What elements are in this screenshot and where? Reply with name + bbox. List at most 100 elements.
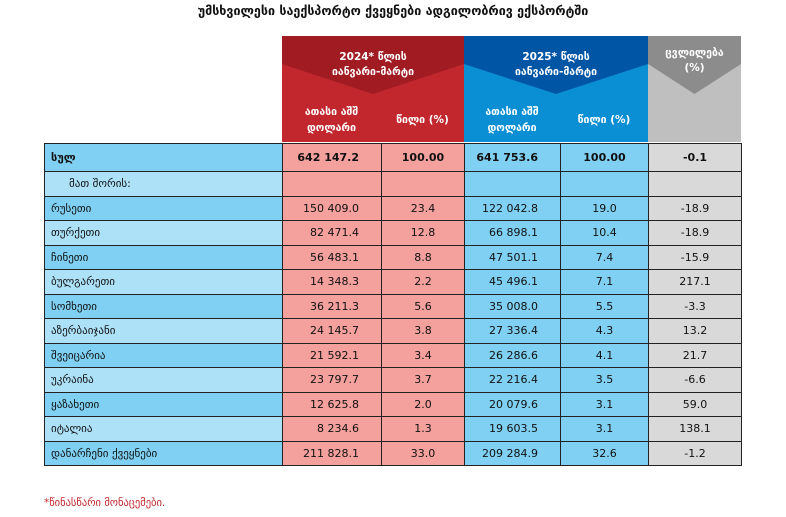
share-2024: 33.0	[381, 440, 465, 466]
value-2024: 82 471.4	[282, 220, 382, 246]
value-2025: 641 753.6	[464, 143, 561, 172]
share-2024: 2.2	[381, 269, 465, 295]
value-2024: 150 409.0	[282, 195, 382, 221]
change-percent: -6.6	[648, 367, 742, 393]
change-percent: -0.1	[648, 143, 742, 172]
export-table: სულ 642 147.2 100.00 641 753.6 100.00 -0…	[44, 143, 742, 466]
value-2024: 24 145.7	[282, 318, 382, 344]
value-2024: 211 828.1	[282, 440, 382, 466]
change-percent: -18.9	[648, 220, 742, 246]
value-2025: 35 008.0	[464, 293, 561, 319]
value-2024: 21 592.1	[282, 342, 382, 368]
share-2025: 4.1	[560, 342, 649, 368]
value-2024: 8 234.6	[282, 416, 382, 442]
value-2025: 26 286.6	[464, 342, 561, 368]
header-change: ცვლილება (%)	[648, 36, 741, 142]
value-2024: 642 147.2	[282, 143, 382, 172]
change-percent: 217.1	[648, 269, 742, 295]
share-2025: 19.0	[560, 195, 649, 221]
change-percent: 21.7	[648, 342, 742, 368]
table-row: თურქეთი 82 471.4 12.8 66 898.1 10.4 -18.9	[44, 220, 742, 246]
change-percent: -3.3	[648, 293, 742, 319]
share-2024: 23.4	[381, 195, 465, 221]
header-2025-value: ათასი აშშ დოლარი	[485, 106, 539, 134]
value-2025: 19 603.5	[464, 416, 561, 442]
table-row: რუსეთი 150 409.0 23.4 122 042.8 19.0 -18.9	[44, 195, 742, 221]
row-label: ყაზახეთი	[44, 391, 283, 417]
row-label: თურქეთი	[44, 220, 283, 246]
value-2024: 14 348.3	[282, 269, 382, 295]
row-label: ბულგარეთი	[44, 269, 283, 295]
change-percent: 59.0	[648, 391, 742, 417]
value-2024: 36 211.3	[282, 293, 382, 319]
table-row: უკრაინა 23 797.7 3.7 22 216.4 3.5 -6.6	[44, 367, 742, 393]
share-2025: 7.1	[560, 269, 649, 295]
row-label: აზერბაიჯანი	[44, 318, 283, 344]
share-2025: 32.6	[560, 440, 649, 466]
header-2024-year: 2024* წლის	[339, 51, 407, 63]
header-2024-share: წილი (%)	[396, 114, 449, 126]
value-2024: 56 483.1	[282, 244, 382, 270]
row-label: შვეიცარია	[44, 342, 283, 368]
header-2024-value: ათასი აშშ დოლარი	[304, 106, 359, 134]
value-2024: 23 797.7	[282, 367, 382, 393]
table-row: სომხეთი 36 211.3 5.6 35 008.0 5.5 -3.3	[44, 293, 742, 319]
share-2024: 8.8	[381, 244, 465, 270]
table-title: უმსხვილესი საექსპორტო ქვეყნები ადგილობრი…	[197, 3, 589, 18]
share-2024: 3.4	[381, 342, 465, 368]
row-label: ჩინეთი	[44, 244, 283, 270]
footnote: *წინასწარი მონაცემები.	[44, 497, 166, 509]
share-2025: 10.4	[560, 220, 649, 246]
share-2024: 100.00	[381, 143, 465, 172]
share-2024: 1.3	[381, 416, 465, 442]
table-row: ბულგარეთი 14 348.3 2.2 45 496.1 7.1 217.1	[44, 269, 742, 295]
header-2025-year: 2025* წლის	[522, 51, 590, 63]
value-2025: 20 079.6	[464, 391, 561, 417]
share-2025: 100.00	[560, 143, 649, 172]
header-change-unit: (%)	[684, 62, 705, 74]
table-row-total: სულ 642 147.2 100.00 641 753.6 100.00 -0…	[44, 143, 742, 172]
share-2025: 4.3	[560, 318, 649, 344]
row-label: იტალია	[44, 416, 283, 442]
row-label: დანარჩენი ქვეყნები	[44, 440, 283, 466]
change-percent: -1.2	[648, 440, 742, 466]
table-row: ჩინეთი 56 483.1 8.8 47 501.1 7.4 -15.9	[44, 244, 742, 270]
share-2024: 3.8	[381, 318, 465, 344]
table-row: დანარჩენი ქვეყნები 211 828.1 33.0 209 284.9…	[44, 440, 742, 466]
header-2025-share: წილი (%)	[577, 114, 631, 126]
header-2024-period: იანვარი-მარტი	[331, 66, 415, 78]
value-2025: 122 042.8	[464, 195, 561, 221]
share-2024: 3.7	[381, 367, 465, 393]
share-2024: 5.6	[381, 293, 465, 319]
table-row: ყაზახეთი 12 625.8 2.0 20 079.6 3.1 59.0	[44, 391, 742, 417]
subheading: მათ შორის:	[44, 171, 283, 197]
table-row: შვეიცარია 21 592.1 3.4 26 286.6 4.1 21.7	[44, 342, 742, 368]
value-2025: 66 898.1	[464, 220, 561, 246]
value-2024: 12 625.8	[282, 391, 382, 417]
value-2025: 22 216.4	[464, 367, 561, 393]
value-2025: 47 501.1	[464, 244, 561, 270]
change-percent: -15.9	[648, 244, 742, 270]
share-2024: 12.8	[381, 220, 465, 246]
header-change-label: ცვლილება	[665, 47, 724, 59]
share-2025: 5.5	[560, 293, 649, 319]
value-2025: 45 496.1	[464, 269, 561, 295]
share-2024: 2.0	[381, 391, 465, 417]
header-2025: 2025* წლის იანვარი-მარტი ათასი აშშ დოლარი…	[464, 36, 648, 142]
table-row: იტალია 8 234.6 1.3 19 603.5 3.1 138.1	[44, 416, 742, 442]
row-label: უკრაინა	[44, 367, 283, 393]
value-2025: 209 284.9	[464, 440, 561, 466]
table-row-subheading: მათ შორის:	[44, 171, 742, 197]
share-2025: 7.4	[560, 244, 649, 270]
change-percent: 138.1	[648, 416, 742, 442]
value-2025: 27 336.4	[464, 318, 561, 344]
change-percent: 13.2	[648, 318, 742, 344]
table-row: აზერბაიჯანი 24 145.7 3.8 27 336.4 4.3 13.2	[44, 318, 742, 344]
share-2025: 3.1	[560, 391, 649, 417]
header-2025-period: იანვარი-მარტი	[514, 66, 598, 78]
share-2025: 3.5	[560, 367, 649, 393]
header-2024: 2024* წლის იანვარი-მარტი ათასი აშშ დოლარი…	[282, 36, 464, 142]
row-label: რუსეთი	[44, 195, 283, 221]
row-label: სულ	[44, 143, 283, 172]
share-2025: 3.1	[560, 416, 649, 442]
